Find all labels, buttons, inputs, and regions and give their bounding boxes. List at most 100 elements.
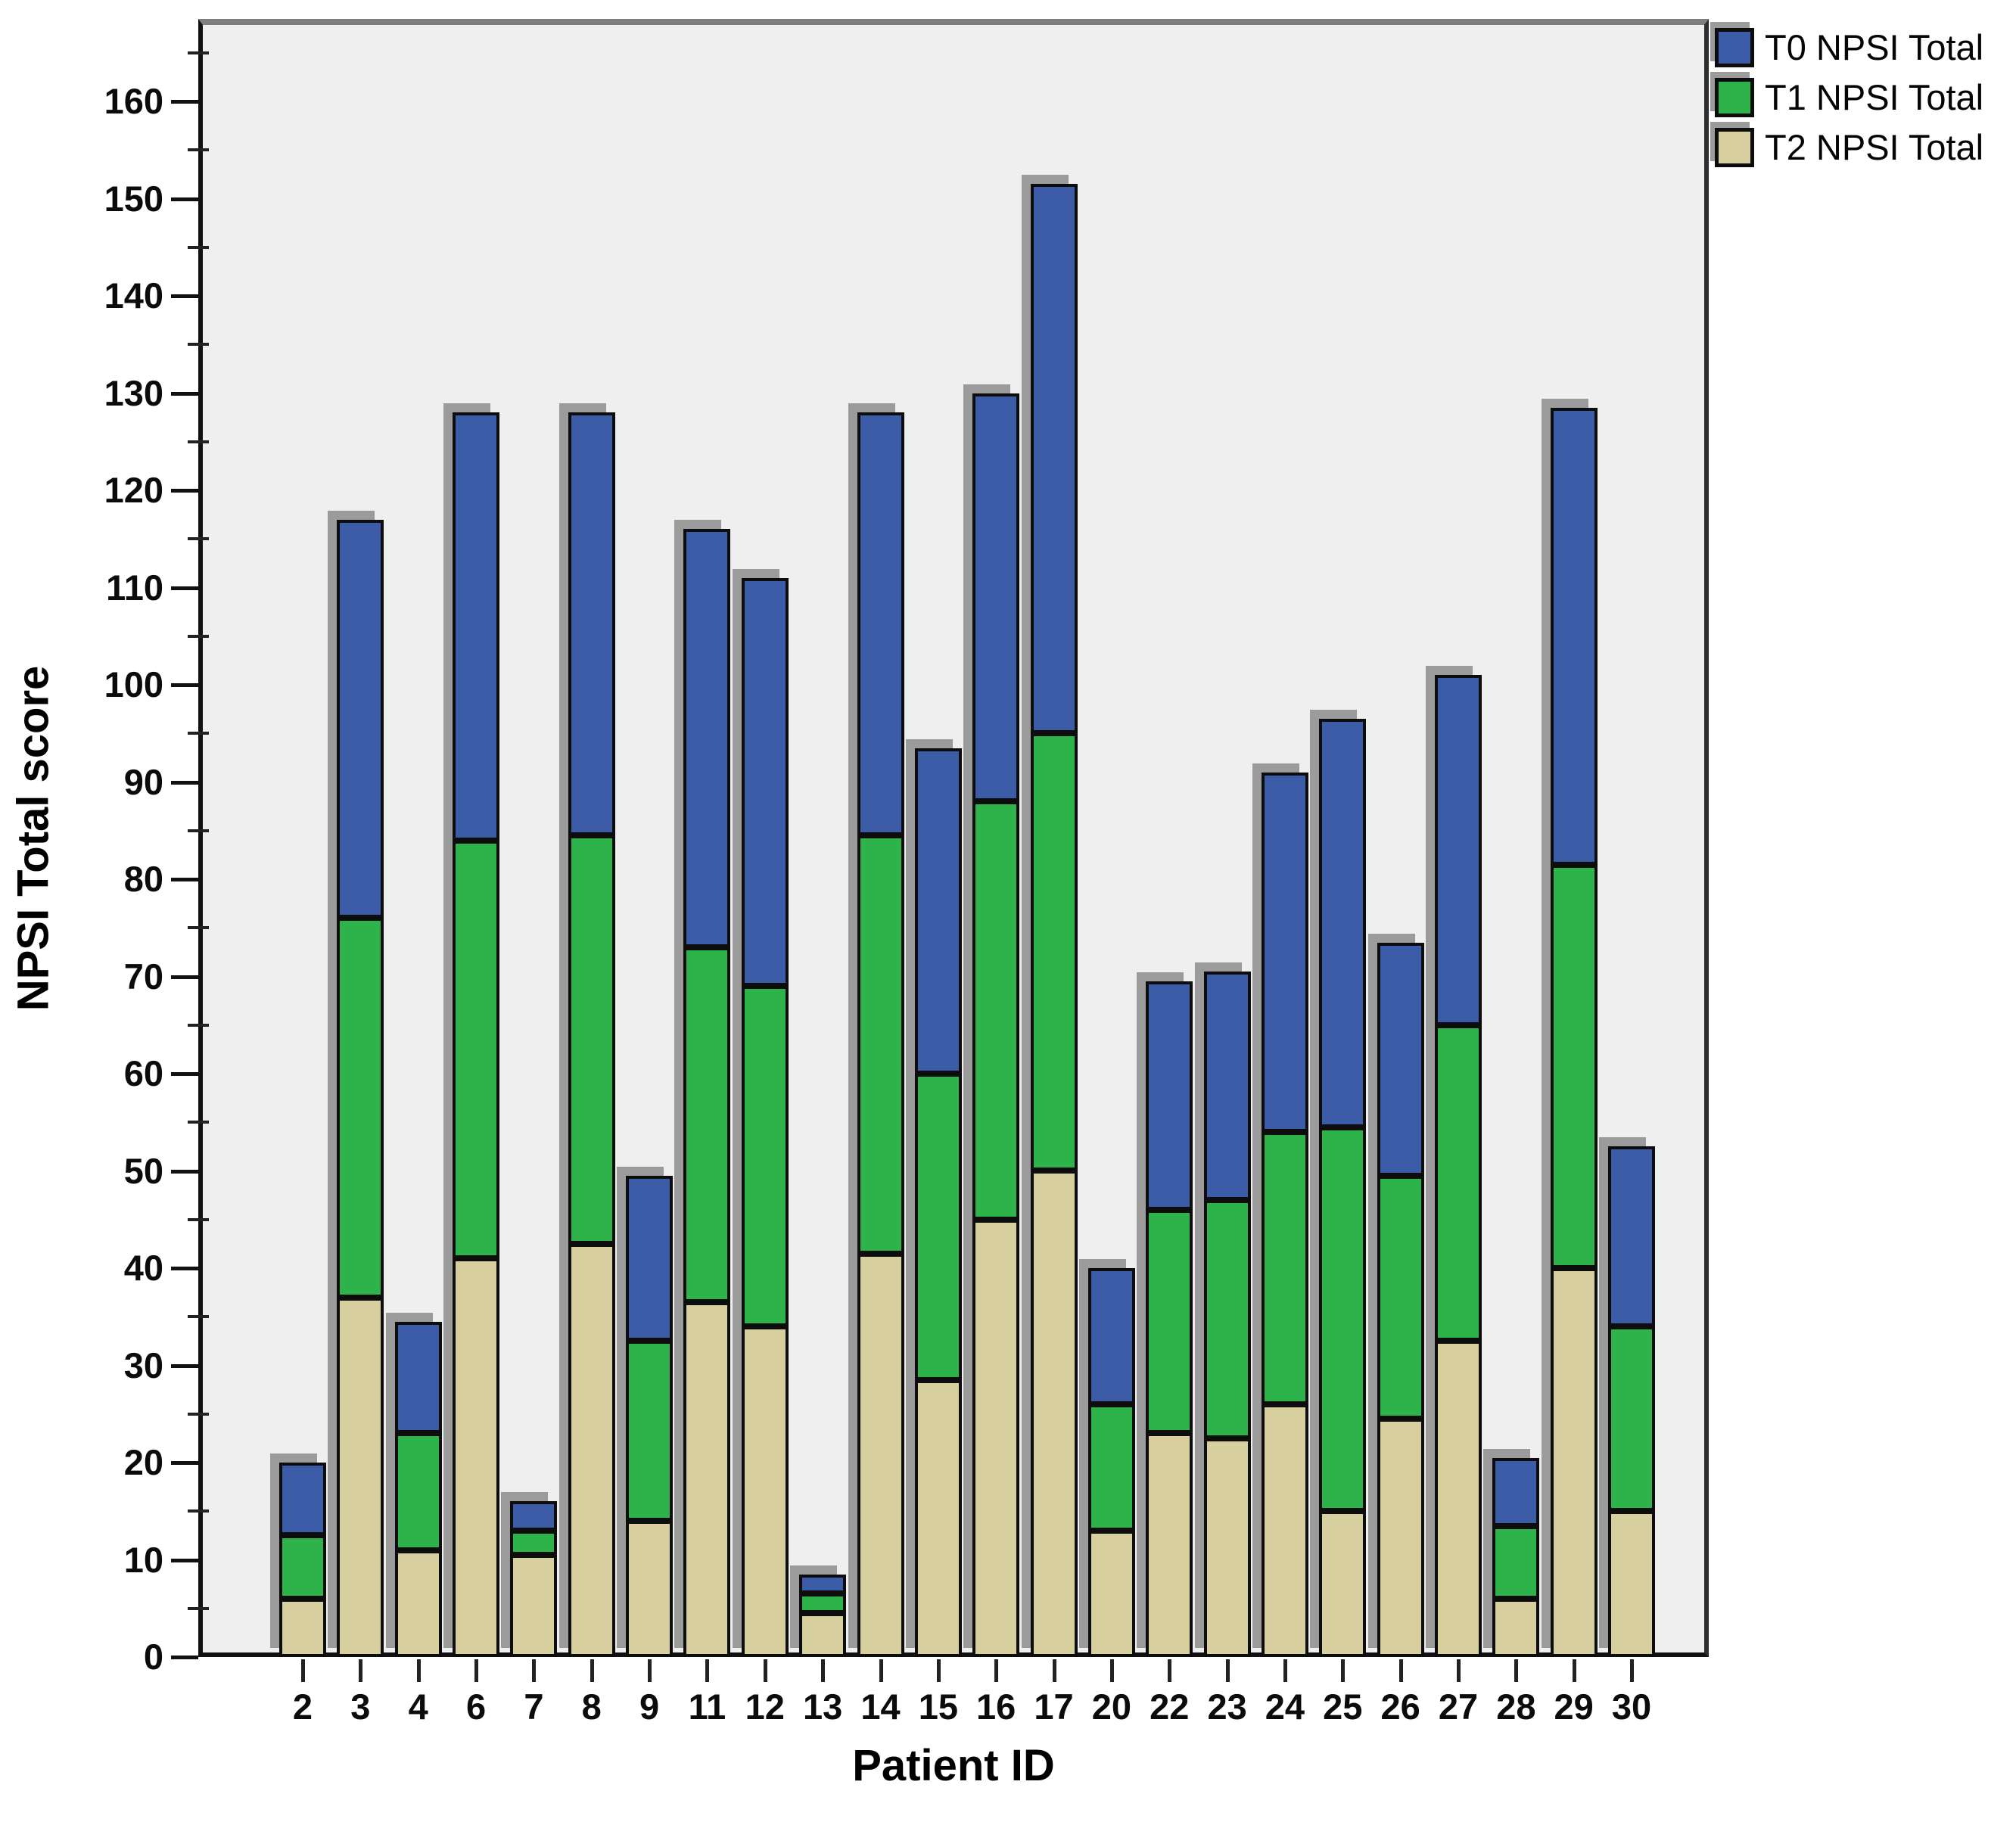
x-axis-tick-label: 22 (1150, 1687, 1190, 1727)
bar-segment-t1 (453, 840, 500, 1259)
x-axis-tick (474, 1659, 479, 1682)
bar-segment-t2 (1435, 1341, 1482, 1657)
bar-patient-2 (279, 1463, 326, 1657)
bar-segment-t2 (1377, 1419, 1424, 1657)
y-axis-major-tick (171, 294, 198, 298)
legend-item-t1: T1 NPSI Total (1715, 73, 1983, 123)
y-axis-minor-tick (188, 440, 209, 443)
bar-segment-t0 (510, 1501, 558, 1531)
legend-label-t2: T2 NPSI Total (1765, 127, 1984, 167)
y-axis-tick-label: 150 (104, 178, 163, 219)
bar-segment-t2 (857, 1253, 904, 1657)
x-axis-tick (1457, 1659, 1461, 1682)
x-axis-tick (879, 1659, 883, 1682)
y-axis-tick-label: 120 (104, 470, 163, 510)
y-axis-tick-label: 130 (104, 372, 163, 413)
bar-segment-t0 (1146, 981, 1193, 1210)
x-axis-tick (359, 1659, 363, 1682)
x-axis-tick-label: 25 (1323, 1687, 1363, 1727)
bar-segment-t0 (1030, 184, 1078, 734)
bar-segment-t1 (1492, 1525, 1540, 1599)
bar-segment-t0 (1550, 407, 1598, 865)
bar-segment-t2 (1087, 1530, 1135, 1657)
bar-patient-13 (799, 1574, 847, 1657)
bar-segment-t1 (1319, 1127, 1367, 1512)
x-axis-tick (1109, 1659, 1114, 1682)
bar-segment-t1 (741, 986, 789, 1327)
y-axis-major-tick (171, 391, 198, 396)
bar-segment-t0 (568, 412, 615, 836)
x-axis-tick (1052, 1659, 1056, 1682)
bar-segment-t2 (453, 1258, 500, 1657)
bar-segment-t1 (279, 1535, 326, 1599)
bar-segment-t0 (1319, 718, 1367, 1127)
y-axis-major-tick (171, 586, 198, 590)
x-axis-tick-label: 29 (1554, 1687, 1594, 1727)
bar-segment-t1 (1261, 1132, 1308, 1404)
x-axis-tick (1398, 1659, 1403, 1682)
y-axis-major-tick (171, 1169, 198, 1174)
x-axis-tick (1283, 1659, 1287, 1682)
bar-segment-t0 (337, 519, 384, 919)
x-axis-tick-label: 6 (465, 1687, 487, 1727)
bar-segment-t2 (1146, 1433, 1193, 1657)
y-axis-minor-tick (188, 926, 209, 930)
bar-patient-27 (1435, 675, 1482, 1657)
bar-segment-t2 (1492, 1598, 1540, 1657)
y-axis-tick-label: 140 (104, 275, 163, 316)
x-axis-tick (1572, 1659, 1576, 1682)
x-axis-tick-label: 16 (976, 1687, 1016, 1727)
x-axis-tick (1168, 1659, 1172, 1682)
y-axis-tick-label: 0 (143, 1637, 163, 1677)
bar-segment-t2 (1030, 1171, 1078, 1657)
bar-segment-t0 (914, 748, 962, 1074)
bar-segment-t0 (683, 529, 731, 947)
bar-segment-t2 (972, 1219, 1020, 1657)
bar-segment-t2 (626, 1521, 674, 1657)
bar-patient-24 (1261, 772, 1308, 1657)
bar-segment-t1 (1608, 1326, 1656, 1512)
bar-patient-9 (626, 1175, 674, 1657)
bar-segment-t0 (279, 1463, 326, 1536)
y-axis-minor-tick (188, 1121, 209, 1124)
y-axis-tick-label: 60 (123, 1053, 163, 1093)
y-axis-major-tick (171, 975, 198, 979)
y-axis-minor-tick (188, 1606, 209, 1610)
bar-segment-t2 (799, 1613, 847, 1657)
bar-patient-23 (1203, 972, 1251, 1657)
bar-segment-t1 (1203, 1200, 1251, 1438)
x-axis-tick (936, 1659, 941, 1682)
y-axis-tick-label: 20 (123, 1442, 163, 1482)
y-axis-tick-label: 30 (123, 1345, 163, 1385)
bar-patient-30 (1608, 1146, 1656, 1657)
bar-segment-t2 (1608, 1511, 1656, 1657)
y-axis-major-tick (171, 197, 198, 201)
bar-segment-t0 (857, 412, 904, 836)
bar-segment-t0 (1377, 942, 1424, 1176)
y-axis-minor-tick (188, 1023, 209, 1027)
bar-segment-t1 (1377, 1175, 1424, 1419)
y-axis-tick-label: 40 (123, 1248, 163, 1288)
bar-patient-25 (1319, 718, 1367, 1657)
legend-label-t1: T1 NPSI Total (1765, 77, 1984, 117)
x-axis-tick-label: 28 (1496, 1687, 1536, 1727)
legend-swatch-t0-icon (1715, 28, 1754, 67)
y-axis-tick-label: 100 (104, 664, 163, 704)
y-axis-major-tick (171, 878, 198, 881)
x-axis-title: Patient ID (852, 1741, 1055, 1790)
bar-segment-t2 (568, 1243, 615, 1657)
bar-segment-t1 (568, 835, 615, 1244)
y-axis-minor-tick (188, 732, 209, 735)
y-axis-minor-tick (188, 1509, 209, 1513)
bar-patient-16 (972, 393, 1020, 1657)
x-axis-tick (416, 1659, 421, 1682)
x-axis-tick (705, 1659, 710, 1682)
bar-segment-t0 (1261, 772, 1308, 1133)
bar-segment-t2 (279, 1598, 326, 1657)
bar-segment-t1 (799, 1593, 847, 1614)
y-axis-minor-tick (188, 1412, 209, 1416)
bar-segment-t1 (510, 1530, 558, 1556)
bar-patient-4 (394, 1321, 442, 1657)
bar-segment-t1 (1087, 1404, 1135, 1531)
